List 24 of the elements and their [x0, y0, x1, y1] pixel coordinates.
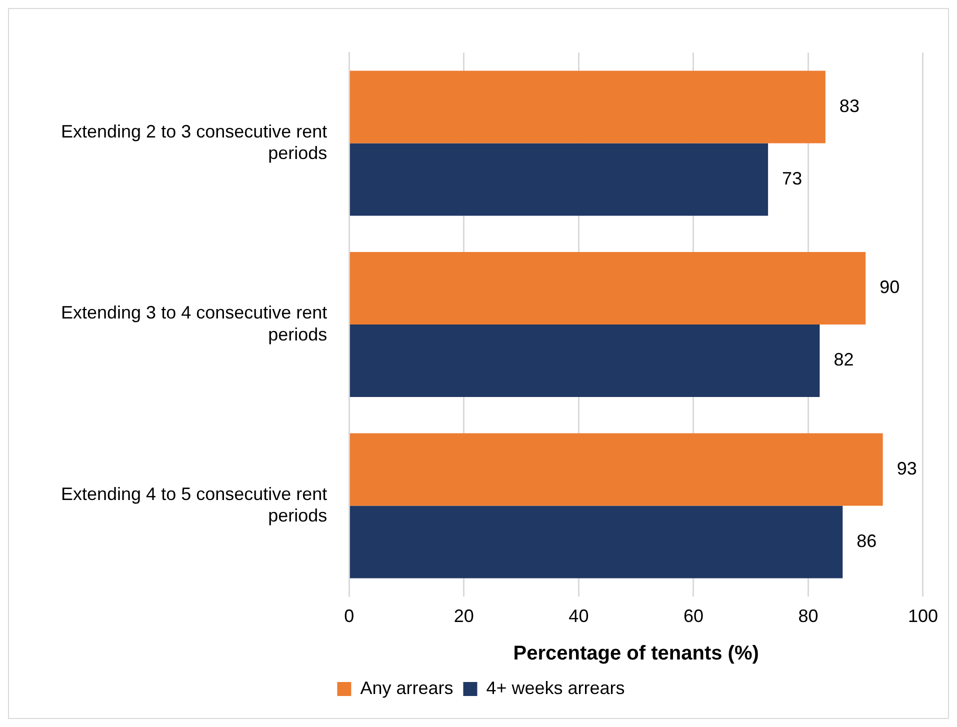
- x-tick-label: 80: [798, 606, 818, 626]
- x-tick-label: 40: [568, 606, 589, 626]
- data-label: 93: [896, 458, 917, 478]
- legend-label: 4+ weeks arrears: [486, 678, 625, 698]
- data-label: 90: [880, 277, 900, 298]
- y-tick-label: Extending 2 to 3 consecutive rent periods: [60, 121, 328, 163]
- x-tick-label: 60: [683, 606, 704, 626]
- data-label: 83: [839, 96, 860, 116]
- data-label: 73: [782, 168, 802, 188]
- bar: [350, 324, 820, 398]
- data-label: 86: [856, 530, 877, 551]
- bar: [350, 433, 883, 506]
- y-tick-label: Extending 3 to 4 consecutive rent periods: [60, 302, 328, 344]
- legend-label: Any arrears: [360, 678, 454, 698]
- x-tick-label: 100: [908, 606, 938, 626]
- x-tick-label: 20: [454, 606, 474, 626]
- bar: [350, 506, 843, 578]
- y-tick-label: Extending 4 to 5 consecutive rent periods: [60, 484, 328, 526]
- bar: [350, 143, 768, 216]
- data-label: 82: [834, 350, 854, 370]
- bar: [350, 252, 866, 324]
- x-tick-label: 0: [344, 606, 354, 626]
- x-axis-title: Percentage of tenants (%): [513, 642, 759, 665]
- bar: [350, 70, 826, 144]
